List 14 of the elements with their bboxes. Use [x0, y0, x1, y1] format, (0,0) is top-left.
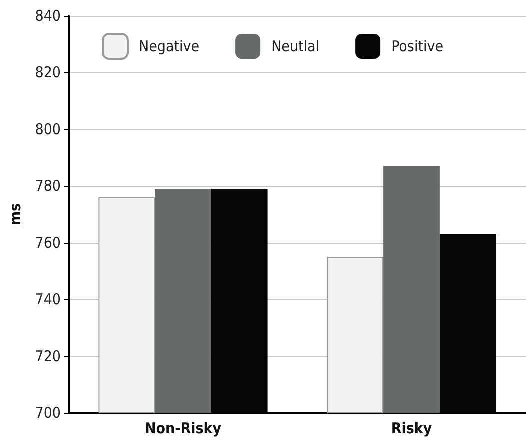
- x-tick-label: Risky: [391, 420, 432, 438]
- y-tick-label: 840: [35, 7, 61, 25]
- y-axis-title: ms: [6, 203, 24, 226]
- legend-label: Positive: [392, 38, 444, 56]
- y-tick-label: 800: [35, 120, 61, 138]
- y-tick-label: 760: [35, 234, 61, 252]
- x-tick-label: Non-Risky: [144, 420, 222, 438]
- legend-label: Neutlal: [272, 38, 320, 56]
- y-tick-label: 780: [35, 177, 61, 196]
- y-tick-label: 700: [35, 404, 61, 422]
- y-tick-label: 740: [35, 290, 61, 309]
- y-tick-label: 820: [35, 64, 61, 82]
- y-tick-label: 720: [35, 347, 61, 366]
- legend-label: Negative: [139, 38, 200, 56]
